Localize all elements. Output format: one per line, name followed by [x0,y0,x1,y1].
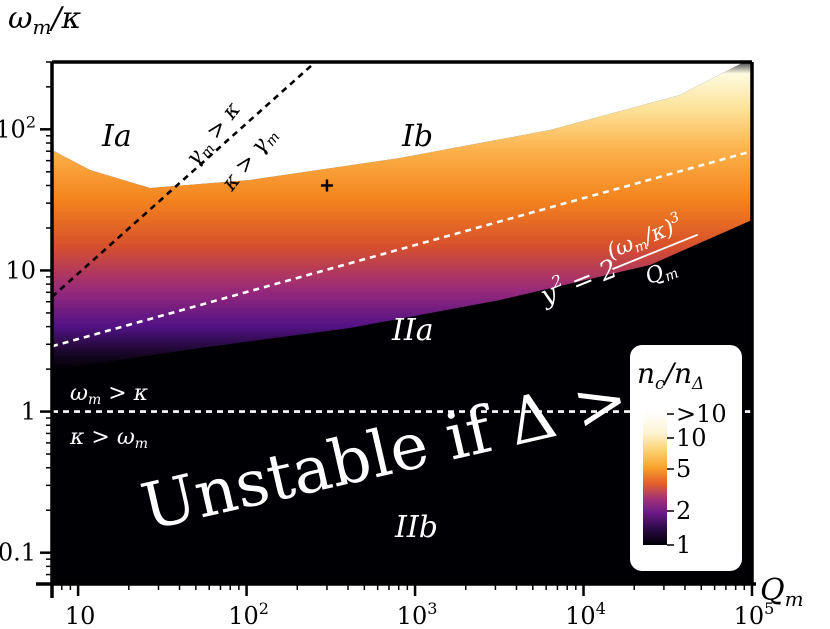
x-axis-title: Qm [760,573,804,611]
heatmap-white-region [52,62,752,188]
colorbar-tick-label-1: 2 [676,497,691,525]
colorbar-gradient [643,411,667,545]
heatmap-band [52,62,752,370]
x-tick-label-1: 102 [228,599,269,629]
x-tick-label-2: 103 [397,599,438,629]
colorbar-tick-label-0: 1 [676,531,691,559]
region-label-ib: Ib [401,119,433,154]
boundary-y2-line [52,149,752,348]
y-tick-label-1: 1 [21,398,36,426]
y-tick-label-3: 102 [0,112,36,143]
plus-marker [320,179,333,192]
colorbar-tick-label-2: 5 [676,455,691,483]
heatmap-plot [52,62,752,584]
colorbar-tick-label-3: 10 [676,424,707,452]
x-tick-label-3: 104 [565,599,606,629]
colorbar-tick-label-4: >10 [676,400,727,428]
y-tick-label-0: 0.1 [0,539,36,567]
x-tick-label-0: 10 [65,602,96,629]
boundary-gamma-kappa-line [52,62,318,298]
colorbar-ticks: 1 2 5 10>10 [667,400,727,559]
region-label-iib: IIb [394,510,438,545]
region-label-ia: Ia [101,119,132,154]
region-label-iia: IIa [391,313,434,348]
y-tick-label-2: 10 [5,256,36,284]
y-axis-title: ωm/κ [8,1,82,39]
annotation-omega-gt-kappa: ωm > κ [70,381,149,408]
